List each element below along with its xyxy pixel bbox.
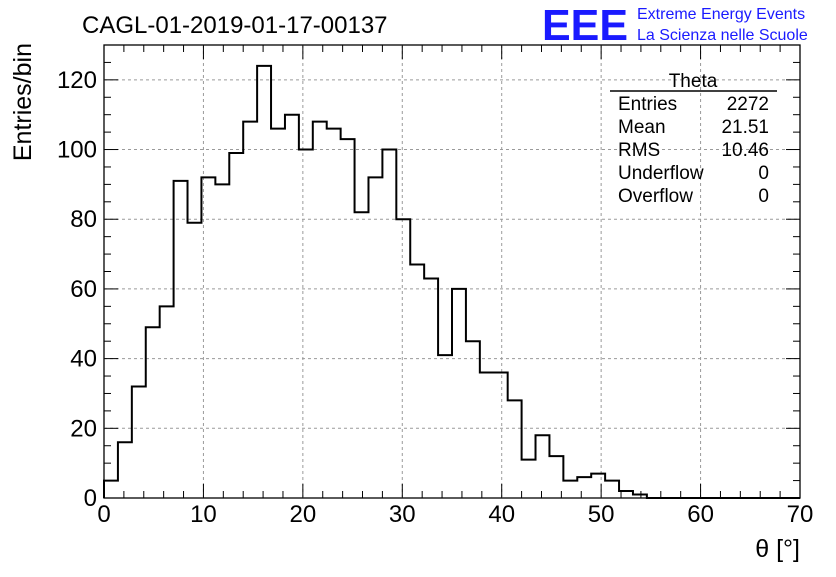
x-tick-labels: 0 10 20 30 40 50 60 70 <box>97 501 813 528</box>
plot-frame <box>103 44 801 499</box>
x-tick-label: 60 <box>687 501 714 528</box>
histogram-bin <box>410 265 424 498</box>
stats-value: 10.46 <box>721 140 769 161</box>
histogram-bin <box>243 122 257 498</box>
histogram-bin <box>591 474 605 498</box>
histogram-bin <box>577 477 591 498</box>
logo-line-2: La Scienza nelle Scuole <box>637 27 808 44</box>
stats-row: Underflow 0 <box>618 163 769 184</box>
histogram-bin <box>257 66 271 498</box>
axis-ticks <box>103 44 801 499</box>
y-tick-labels: 0 20 40 60 80 100 120 <box>57 67 97 512</box>
stats-value: 21.51 <box>721 117 769 138</box>
x-tick-label: 10 <box>190 501 217 528</box>
histogram-bin <box>480 373 494 498</box>
x-tick-label: 50 <box>588 501 615 528</box>
logo-mark: EEE <box>542 1 628 50</box>
histogram-bin <box>466 341 480 498</box>
x-tick-label: 20 <box>290 501 317 528</box>
histogram-bin <box>368 177 382 498</box>
chart-title: CAGL-01-2019-01-17-00137 <box>82 12 388 39</box>
stats-row: Overflow 0 <box>618 186 769 207</box>
stats-box: Theta Entries 2272 Mean 21.51 RMS 10.46 … <box>610 71 777 207</box>
histogram-bin <box>229 153 243 498</box>
histogram-outline <box>103 64 800 499</box>
histogram-bin <box>355 212 369 498</box>
histogram-bin <box>313 122 327 498</box>
y-tick-label: 120 <box>57 67 97 94</box>
stats-label: Mean <box>618 117 666 138</box>
x-tick-label: 0 <box>97 501 110 528</box>
stats-label: Overflow <box>618 186 693 207</box>
histogram-bin <box>605 481 619 498</box>
y-tick-label: 0 <box>84 485 97 512</box>
x-tick-label: 70 <box>787 501 814 528</box>
x-tick-label: 30 <box>389 501 416 528</box>
y-tick-label: 60 <box>70 276 97 303</box>
histogram-bin <box>271 129 285 498</box>
histogram-bin <box>299 150 313 498</box>
histogram-bin <box>494 373 508 498</box>
histogram-bin <box>174 181 188 498</box>
stats-row: Mean 21.51 <box>618 117 769 138</box>
stats-label: RMS <box>618 140 660 161</box>
grid-lines <box>104 45 800 498</box>
histogram-bin <box>382 150 396 498</box>
eee-logo: EEE Extreme Energy Events La Scienza nel… <box>542 1 808 50</box>
histogram-bin <box>424 278 438 498</box>
histogram-bin <box>522 460 536 498</box>
stats-row: Entries 2272 <box>618 94 769 115</box>
histogram-bin <box>285 115 299 498</box>
histogram-bin <box>160 306 174 498</box>
histogram-bin <box>438 355 452 498</box>
stats-label: Entries <box>618 94 677 115</box>
y-tick-label: 20 <box>70 415 97 442</box>
histogram-bin <box>118 442 132 498</box>
histogram-bin <box>146 327 160 498</box>
histogram-bin <box>563 481 577 498</box>
y-tick-label: 100 <box>57 137 97 164</box>
stats-value: 2272 <box>727 94 769 115</box>
stats-label: Underflow <box>618 163 704 184</box>
histogram-bin <box>452 289 466 498</box>
x-tick-label: 40 <box>488 501 515 528</box>
stats-title: Theta <box>669 71 718 92</box>
stats-row: RMS 10.46 <box>618 140 769 161</box>
histogram <box>103 64 800 499</box>
histogram-bin <box>341 139 355 498</box>
x-axis-label: θ [°] <box>755 535 800 563</box>
logo-line-1: Extreme Energy Events <box>637 6 805 23</box>
histogram-bin <box>327 129 341 498</box>
histogram-bin <box>215 184 229 498</box>
histogram-bin <box>536 435 550 498</box>
y-axis-label: Entries/bin <box>9 43 37 161</box>
stats-value: 0 <box>758 186 769 207</box>
histogram-bin <box>188 223 202 498</box>
histogram-bin <box>508 400 522 498</box>
histogram-bin <box>132 386 146 498</box>
y-tick-label: 80 <box>70 206 97 233</box>
stats-value: 0 <box>758 163 769 184</box>
histogram-bin <box>104 481 118 498</box>
y-tick-label: 40 <box>70 346 97 373</box>
